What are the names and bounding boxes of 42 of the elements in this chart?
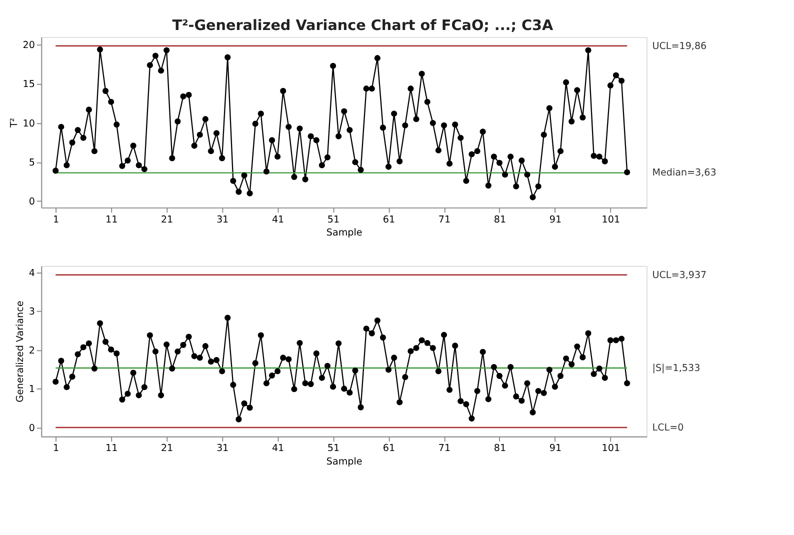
x-tick-label: 71 (438, 214, 451, 226)
y-tick-label: 4 (28, 268, 35, 279)
x-tick-label: 31 (216, 214, 229, 226)
x-tick-label: 41 (272, 443, 284, 454)
y-tick-label: 0 (28, 196, 35, 208)
y-tick-label: 3 (28, 306, 35, 318)
ref-line-label: UCL=3,937 (652, 270, 707, 281)
x-axis-title: Sample (326, 456, 362, 468)
x-tick-label: 1 (53, 443, 60, 454)
ref-line-label: Median=3,63 (652, 168, 716, 179)
y-tick-label: 20 (22, 40, 35, 52)
y-tick-label: 10 (22, 118, 35, 130)
y-tick-label: 5 (28, 157, 35, 168)
x-tick-label: 31 (216, 443, 229, 454)
x-tick-label: 1 (53, 214, 60, 226)
x-tick-label: 51 (327, 443, 340, 454)
x-tick-label: 61 (382, 443, 396, 454)
x-axis-title: Sample (326, 228, 362, 239)
x-tick-label: 21 (160, 443, 174, 454)
ref-line-label: LCL=0 (652, 422, 684, 434)
x-tick-label: 71 (438, 443, 451, 454)
x-tick-label: 91 (549, 443, 562, 454)
chart-title: T²-Generalized Variance Chart of FCaO; ...; C3A (172, 18, 554, 34)
x-tick-label: 51 (327, 214, 340, 226)
y-axis-title: Generalized Variance (15, 300, 26, 402)
ref-line-label: UCL=19,86 (652, 40, 707, 52)
y-tick-label: 2 (28, 345, 35, 356)
y-tick-label: 15 (22, 79, 35, 90)
x-tick-label: 11 (105, 443, 118, 454)
x-tick-label: 61 (382, 214, 396, 226)
x-tick-label: 41 (272, 214, 284, 226)
x-tick-label: 91 (549, 214, 562, 226)
y-axis-title: T² (9, 118, 20, 129)
x-tick-label: 81 (494, 443, 506, 454)
y-tick-label: 0 (28, 422, 35, 434)
y-tick-label: 1 (28, 384, 35, 396)
x-tick-label: 11 (105, 214, 118, 226)
ref-line-label: |S|=1,533 (652, 362, 700, 374)
x-tick-label: 21 (160, 214, 174, 226)
x-tick-label: 101 (602, 443, 620, 454)
x-tick-label: 101 (602, 214, 620, 226)
x-tick-label: 81 (494, 214, 506, 226)
